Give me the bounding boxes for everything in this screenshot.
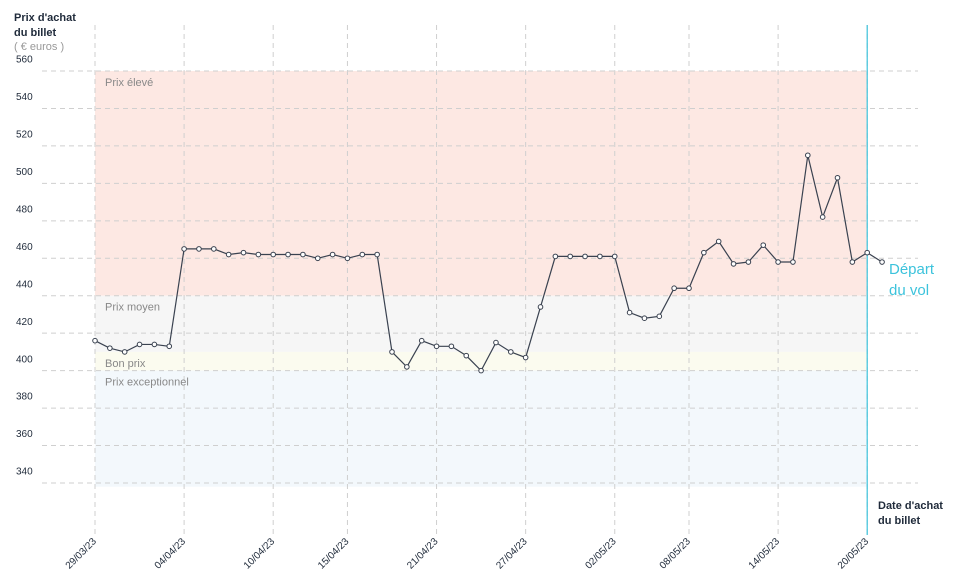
x-tick-label: 21/04/23 xyxy=(405,536,441,572)
price-band xyxy=(95,295,868,352)
x-tick-label: 04/04/23 xyxy=(153,536,189,572)
y-tick-label: 460 xyxy=(16,242,33,253)
x-tick-label: 14/05/23 xyxy=(747,536,783,572)
price-point xyxy=(270,251,277,258)
price-point xyxy=(819,214,826,220)
x-tick-label: 29/03/23 xyxy=(64,536,100,572)
x-axis-title: du billet xyxy=(878,515,921,527)
y-tick-label: 480 xyxy=(16,204,33,215)
price-point xyxy=(641,315,648,322)
y-tick-label: 520 xyxy=(16,130,33,141)
price-point xyxy=(879,259,885,265)
price-point xyxy=(805,152,811,159)
y-axis-title: Prix d'achat xyxy=(14,12,76,24)
price-point xyxy=(626,309,633,316)
price-point xyxy=(211,246,217,252)
price-point xyxy=(92,337,98,344)
price-point xyxy=(344,255,351,262)
x-tick-label: 20/05/23 xyxy=(836,536,872,572)
price-point xyxy=(775,259,781,265)
price-point xyxy=(478,367,484,374)
price-point xyxy=(493,339,499,346)
departure-label: Départ xyxy=(889,261,935,278)
band-label: Prix moyen xyxy=(105,302,160,314)
price-point xyxy=(611,253,618,260)
price-point xyxy=(136,341,143,348)
price-band xyxy=(95,370,868,487)
price-point xyxy=(567,253,574,260)
price-point xyxy=(656,313,663,320)
band-label: Bon prix xyxy=(105,358,146,370)
departure-label: du vol xyxy=(889,282,929,299)
price-point xyxy=(745,259,752,265)
price-point xyxy=(151,341,158,348)
price-point xyxy=(864,249,871,256)
y-tick-label: 420 xyxy=(16,317,33,328)
y-tick-label: 340 xyxy=(16,467,33,478)
x-axis-title: Date d'achat xyxy=(878,500,943,512)
price-band xyxy=(95,71,868,296)
price-point xyxy=(433,343,440,350)
price-point xyxy=(225,251,232,258)
y-tick-label: 500 xyxy=(16,167,33,178)
y-tick-label: 440 xyxy=(16,279,33,290)
x-tick-label: 02/05/23 xyxy=(583,536,619,572)
price-point xyxy=(834,174,841,181)
band-label: Prix exceptionnel xyxy=(105,377,189,389)
price-point xyxy=(522,354,529,361)
price-point xyxy=(374,251,380,258)
price-point xyxy=(166,343,173,350)
price-point xyxy=(255,251,262,258)
price-point xyxy=(121,349,128,355)
price-point xyxy=(448,343,455,350)
price-point xyxy=(240,249,247,256)
price-point xyxy=(730,261,737,267)
price-point xyxy=(597,253,603,260)
y-tick-label: 540 xyxy=(16,92,33,103)
price-point xyxy=(285,251,291,258)
price-point xyxy=(760,242,767,248)
x-tick-label: 27/04/23 xyxy=(494,536,530,572)
price-point xyxy=(508,349,514,355)
x-tick-label: 15/04/23 xyxy=(316,536,352,572)
y-axis-title: du billet xyxy=(14,27,57,39)
price-point xyxy=(701,249,707,256)
y-tick-label: 560 xyxy=(16,55,33,66)
x-tick-label: 08/05/23 xyxy=(658,536,694,572)
price-band xyxy=(95,351,868,371)
price-point xyxy=(463,352,470,359)
x-tick-label: 10/04/23 xyxy=(242,536,278,572)
price-point xyxy=(582,253,588,260)
price-point xyxy=(329,251,336,258)
price-point xyxy=(537,304,544,310)
price-point xyxy=(552,253,559,260)
price-point xyxy=(849,259,856,265)
price-point xyxy=(686,285,692,292)
price-point xyxy=(181,246,187,252)
price-point xyxy=(300,251,306,258)
price-point xyxy=(404,364,410,370)
price-point xyxy=(359,251,366,258)
y-tick-label: 400 xyxy=(16,354,33,365)
price-point xyxy=(418,337,425,344)
band-label: Prix élevé xyxy=(105,77,153,89)
y-tick-label: 380 xyxy=(16,392,33,403)
price-point xyxy=(715,238,722,245)
price-point xyxy=(671,285,677,292)
price-point xyxy=(107,345,113,351)
price-point xyxy=(389,349,395,355)
price-point xyxy=(790,259,796,265)
price-point xyxy=(196,246,202,252)
y-axis-unit: ( € euros ) xyxy=(14,41,64,53)
y-tick-label: 360 xyxy=(16,429,33,440)
price-point xyxy=(314,255,321,262)
